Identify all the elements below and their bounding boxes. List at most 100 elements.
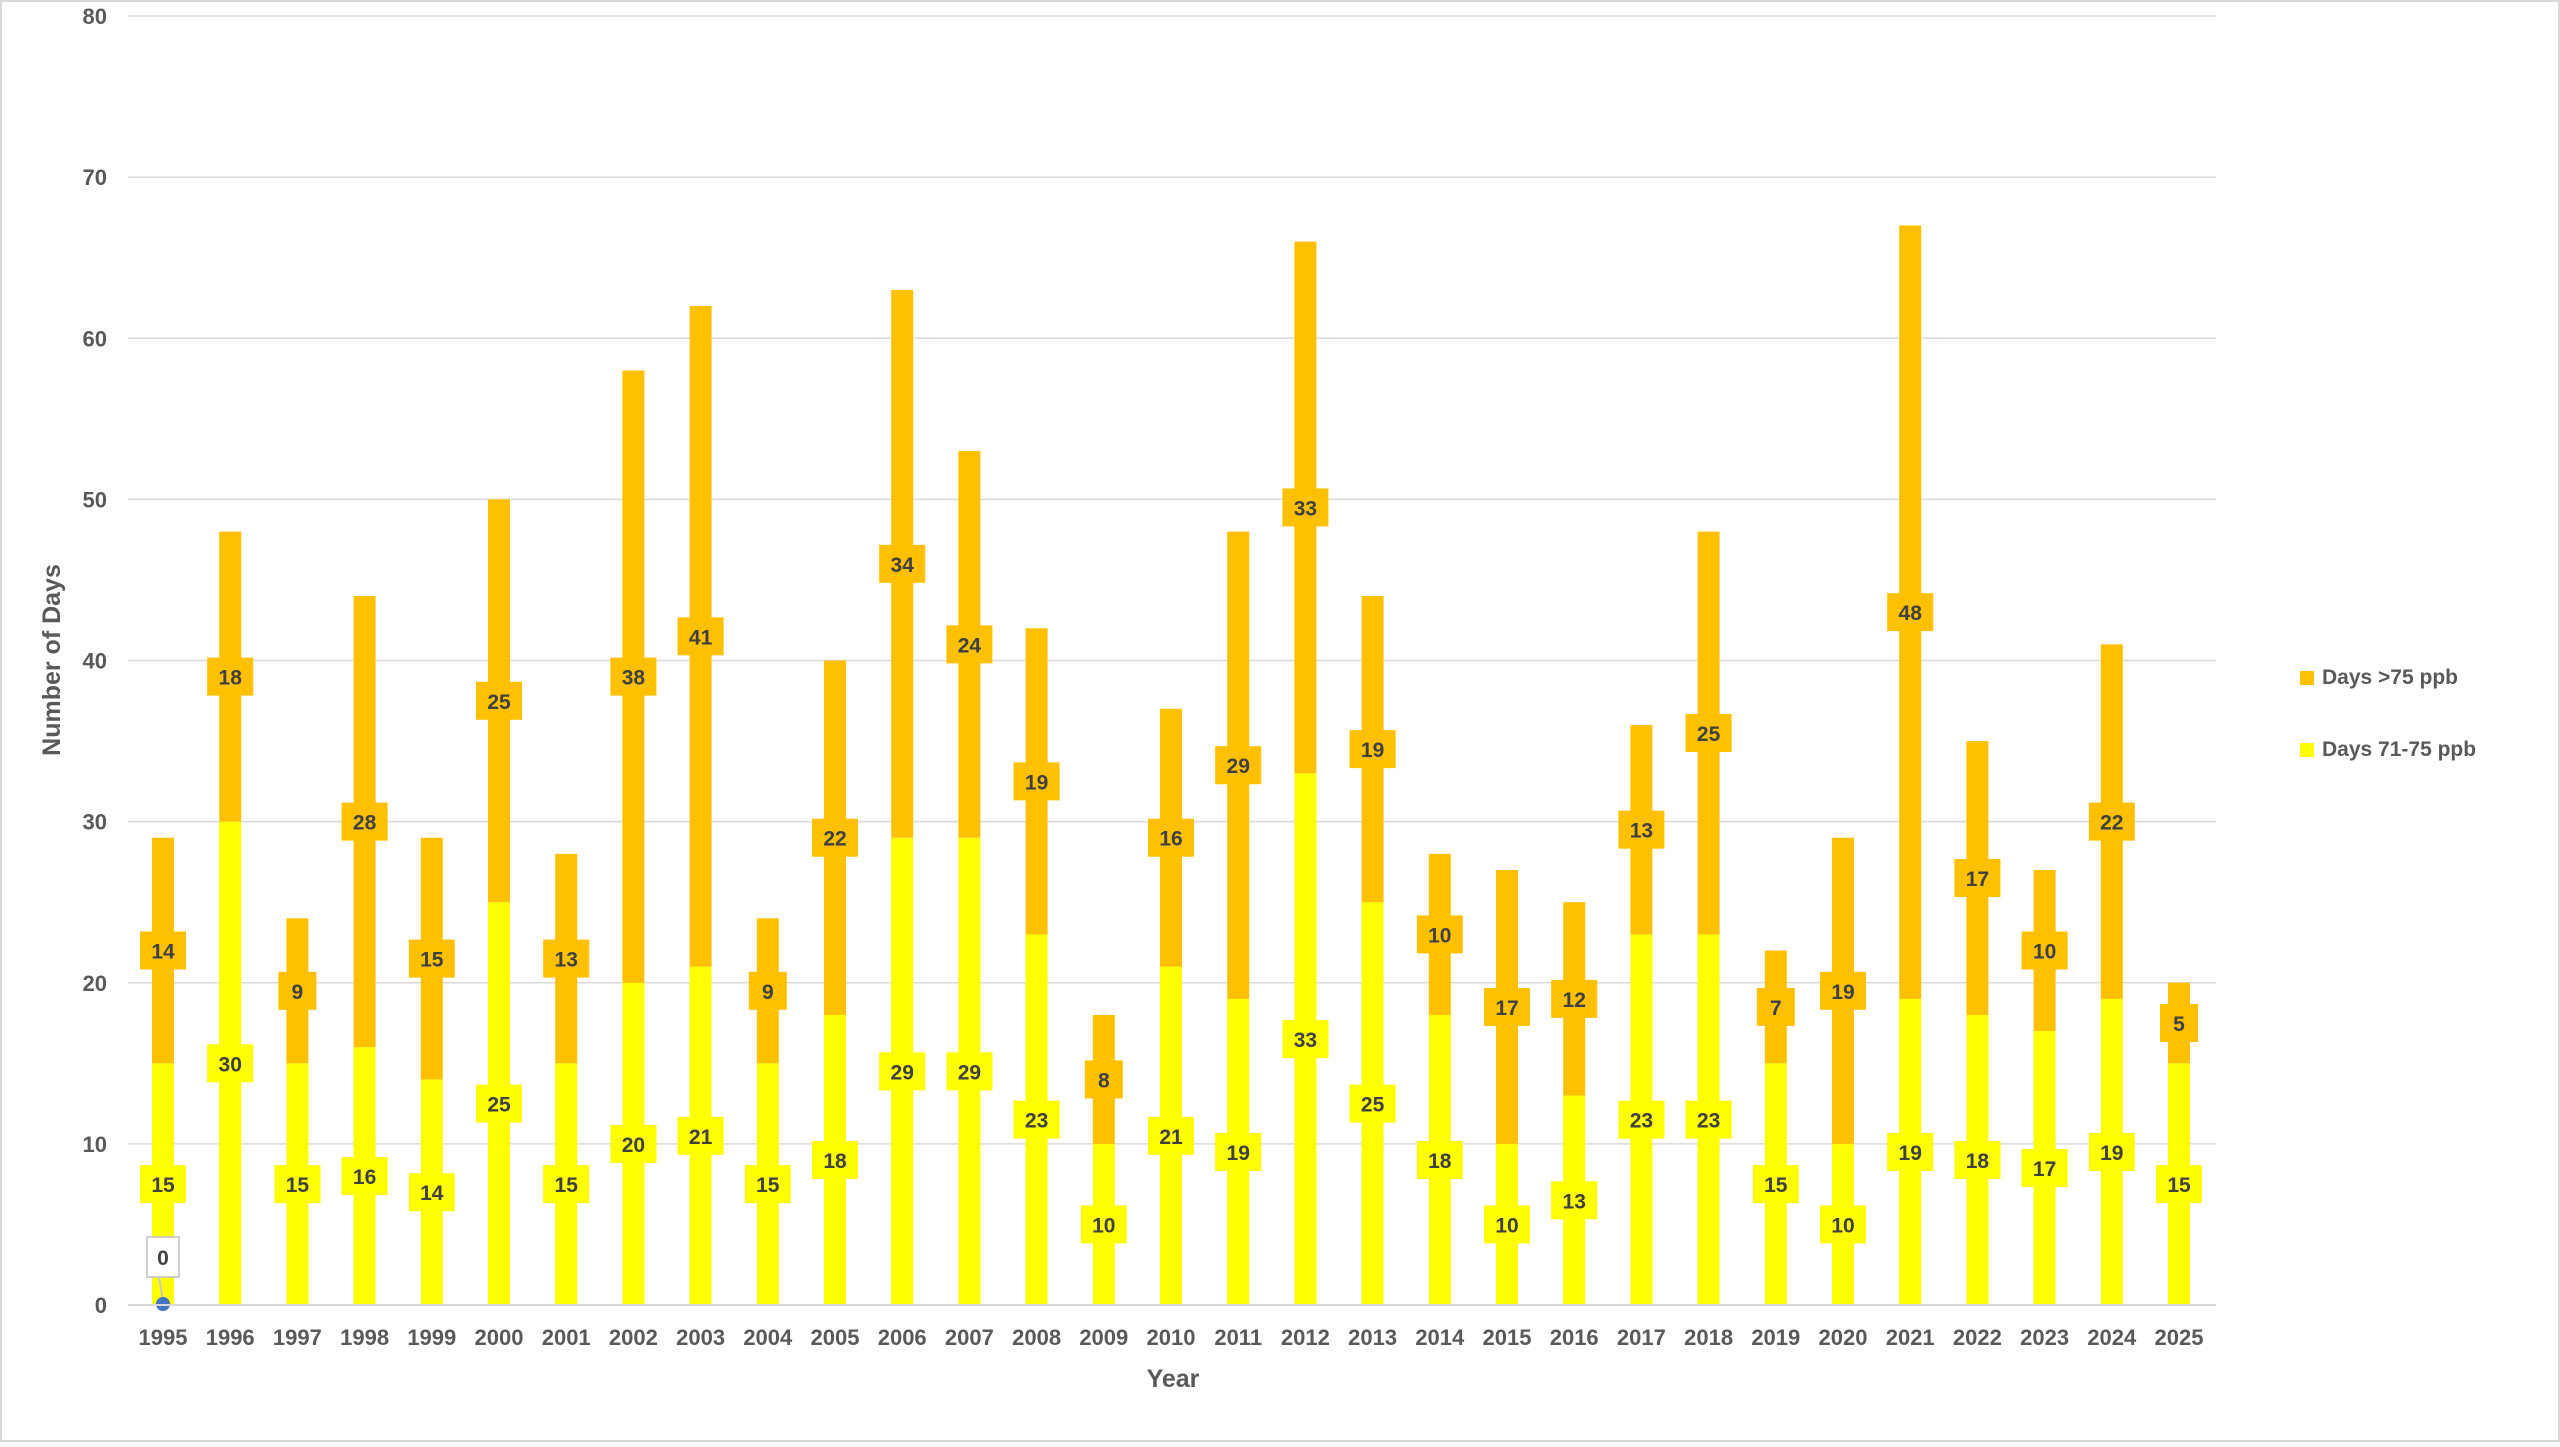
data-label-box: [1080, 1205, 1127, 1244]
data-label: 19: [1025, 771, 1048, 794]
x-tick-label: 2023: [2020, 1325, 2069, 1350]
data-label: 13: [1563, 1190, 1586, 1213]
data-label: 29: [1227, 755, 1250, 778]
y-tick-label: 70: [83, 165, 107, 190]
data-label: 22: [823, 828, 846, 851]
data-label-box: [1148, 818, 1194, 857]
data-label-box: [1551, 1181, 1598, 1220]
x-tick-label: 1999: [407, 1325, 456, 1350]
data-label: 9: [292, 981, 304, 1004]
data-label-box: [879, 1052, 926, 1091]
data-label-box: [2088, 802, 2135, 841]
data-label-box: [1084, 1060, 1123, 1099]
data-label-box: [610, 1124, 657, 1163]
data-label-box: [278, 971, 317, 1010]
data-label: 19: [1831, 981, 1854, 1004]
data-label-box: [1820, 971, 1866, 1010]
data-label-box: [2088, 1132, 2135, 1171]
data-label-box: [677, 617, 724, 656]
data-label-box: [1820, 1205, 1866, 1244]
data-label: 15: [555, 1174, 579, 1197]
data-label-box: [1954, 859, 2001, 898]
data-label-box: [408, 939, 455, 978]
data-label: 17: [1966, 868, 1989, 891]
x-tick-label: 2012: [1281, 1325, 1330, 1350]
data-label-box: [476, 681, 522, 720]
data-label: 22: [2100, 812, 2123, 835]
data-label-box: [1685, 714, 1732, 753]
data-label-box: [1282, 488, 1329, 527]
data-label-box: [341, 802, 388, 841]
data-label-box: [140, 1165, 186, 1204]
data-label-box: [1013, 1100, 1060, 1139]
data-label: 18: [1428, 1150, 1452, 1173]
gridlines: [128, 15, 2216, 1306]
data-label: 25: [487, 1094, 511, 1117]
data-label: 23: [1025, 1110, 1048, 1133]
data-label-box: [1618, 810, 1665, 849]
data-label-box: [2156, 1165, 2202, 1204]
x-tick-label: 2002: [609, 1325, 658, 1350]
data-label: 17: [2033, 1158, 2056, 1181]
data-label-box: [1215, 746, 1262, 785]
data-label: 7: [1770, 997, 1782, 1020]
data-label-box: [2021, 1149, 2068, 1188]
legend-label: Days >75 ppb: [2322, 666, 2458, 689]
data-label: 38: [622, 667, 646, 690]
data-label-box: [207, 657, 254, 696]
data-label: 25: [1361, 1094, 1385, 1117]
x-tick-label: 2009: [1079, 1325, 1128, 1350]
data-label: 25: [1697, 723, 1721, 746]
x-tick-label: 2006: [878, 1325, 927, 1350]
data-label-box: [1756, 987, 1795, 1026]
x-tick-label: 2016: [1550, 1325, 1599, 1350]
callout-box: [146, 1236, 180, 1278]
x-axis-title: Year: [1147, 1365, 1200, 1393]
data-label-box: [1349, 1084, 1396, 1123]
x-tick-label: 1997: [273, 1325, 322, 1350]
callout-leader: [158, 1276, 164, 1302]
data-label-box: [1215, 1132, 1262, 1171]
y-tick-label: 50: [83, 487, 107, 512]
data-label-box: [1752, 1165, 1799, 1204]
data-label-box: [1148, 1116, 1194, 1155]
data-label-box: [744, 1165, 791, 1204]
x-tick-label: 2024: [2087, 1325, 2137, 1350]
x-tick-label: 2013: [1348, 1325, 1397, 1350]
data-label: 15: [286, 1174, 310, 1197]
x-tick-label: 2014: [1415, 1325, 1465, 1350]
data-label: 15: [151, 1174, 175, 1197]
data-label: 19: [1227, 1142, 1250, 1165]
x-tick-label: 2018: [1684, 1325, 1733, 1350]
x-tick-label: 1996: [206, 1325, 255, 1350]
data-label-box: [1618, 1100, 1665, 1139]
data-label: 19: [1899, 1142, 1922, 1165]
data-label-box: [1416, 1140, 1463, 1179]
data-labels: 15 14 30 18 15 9 16 28 14 15 25 25 15 13 20 38 21 41 15 9 18…: [140, 488, 2202, 1311]
legend-label: Days 71-75 ppb: [2322, 738, 2476, 761]
data-label-box: [610, 657, 657, 696]
data-label-box: [879, 544, 926, 583]
data-label: 19: [2100, 1142, 2123, 1165]
data-label: 10: [1092, 1214, 1115, 1237]
data-label: 18: [1966, 1150, 1990, 1173]
data-label: 25: [487, 691, 511, 714]
data-label-box: [341, 1157, 388, 1196]
data-label: 21: [689, 1126, 713, 1149]
x-tick-label: 2019: [1751, 1325, 1800, 1350]
data-label-box: [2021, 931, 2068, 970]
data-label-box: [274, 1165, 321, 1204]
data-label-box: [207, 1044, 254, 1083]
data-label-box: [140, 931, 186, 970]
data-label-box: [1416, 915, 1463, 954]
data-label-box: [543, 1165, 590, 1204]
x-tick-label: 2011: [1214, 1325, 1262, 1350]
data-label: 29: [958, 1061, 981, 1084]
data-label: 34: [891, 554, 915, 577]
x-tick-label: 2007: [945, 1325, 994, 1350]
data-label: 16: [1159, 828, 1182, 851]
x-tick-label: 2010: [1147, 1325, 1196, 1350]
x-tick-label: 1995: [139, 1325, 188, 1350]
